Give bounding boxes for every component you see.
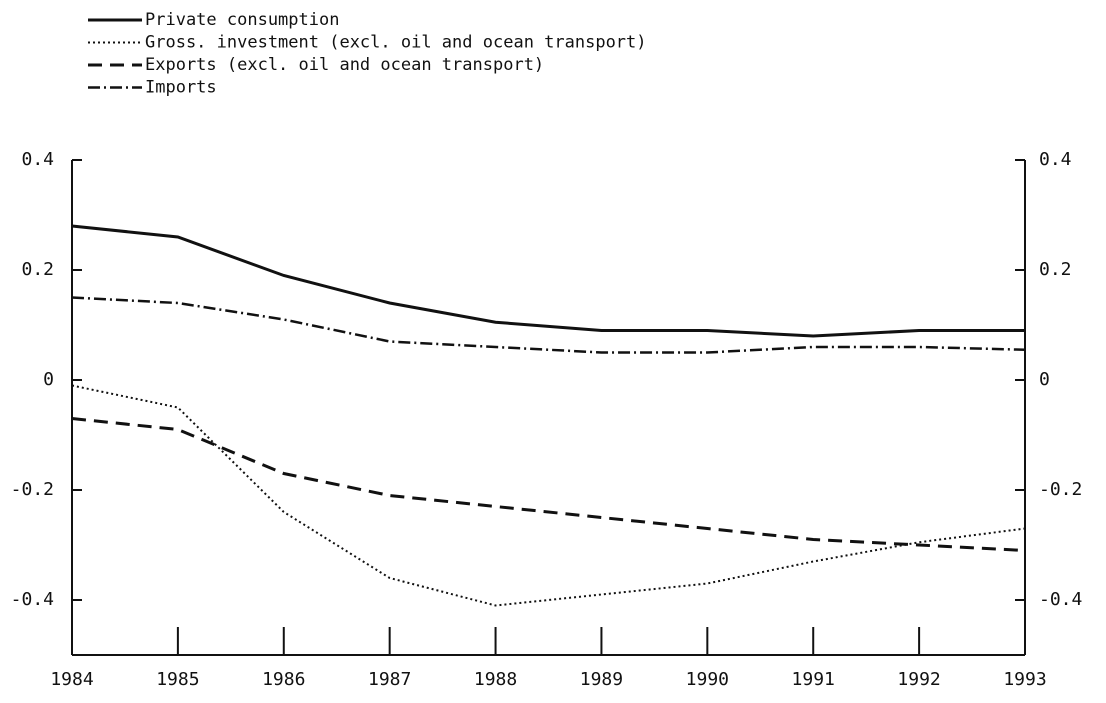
legend-label: Imports [145, 78, 217, 98]
x-tick-label: 1989 [580, 669, 623, 690]
series-line [71, 417, 1026, 552]
y2-tick-label: 0.2 [1039, 259, 1072, 280]
x-tick-label: 1993 [1003, 669, 1046, 690]
legend-label: Private consumption [145, 10, 339, 30]
x-tick-label: 1990 [686, 669, 729, 690]
x-tick-label: 1988 [474, 669, 517, 690]
y2-tick-label: 0.4 [1039, 149, 1072, 170]
y2-tick-label: -0.2 [1039, 479, 1082, 500]
legend: Private consumption Gross. investment (ex… [88, 10, 647, 98]
x-tick-label: 1992 [897, 669, 940, 690]
y-tick-label: -0.4 [11, 589, 54, 610]
y-tick-label: 0.2 [21, 259, 54, 280]
series-line [71, 224, 1025, 338]
x-tick-label: 1987 [368, 669, 411, 690]
y2-tick-label: -0.4 [1039, 589, 1082, 610]
x-tick-label: 1986 [262, 669, 305, 690]
series-line [71, 384, 1026, 607]
legend-label: Exports (excl. oil and ocean transport) [145, 55, 544, 75]
x-tick-label: 1985 [156, 669, 199, 690]
series-line [71, 296, 1026, 354]
x-tick-label: 1991 [792, 669, 835, 690]
y-tick-label: 0.4 [21, 149, 54, 170]
x-tick-label: 1984 [50, 669, 93, 690]
y-tick-label: 0 [43, 369, 54, 390]
legend-label: Gross. investment (excl. oil and ocean t… [145, 33, 647, 53]
y2-tick-label: 0 [1039, 369, 1050, 390]
y-tick-label: -0.2 [11, 479, 54, 500]
